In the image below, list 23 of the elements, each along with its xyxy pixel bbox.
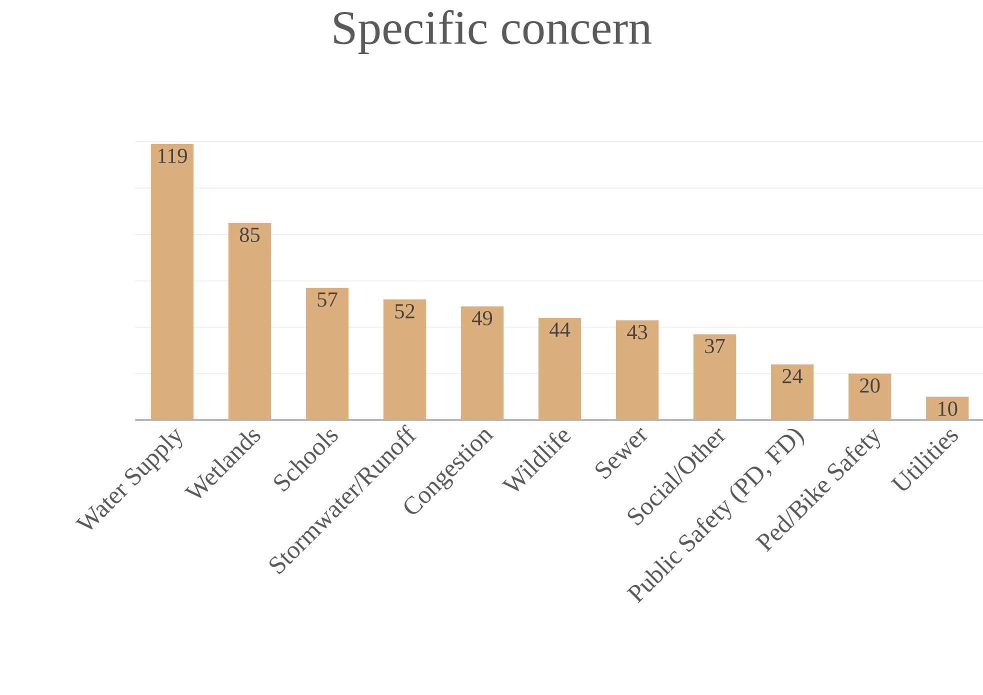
data-label: 57 [318, 292, 338, 307]
data-label: 44 [550, 322, 570, 337]
bar [460, 306, 504, 420]
data-label: 37 [705, 338, 725, 354]
data-label: 20 [860, 378, 880, 393]
data-label: 24 [782, 369, 803, 384]
data-label: 49 [472, 311, 492, 326]
bar [228, 222, 272, 420]
data-label: 85 [240, 228, 260, 242]
data-label: 43 [627, 325, 648, 340]
chart-title: Specific concern [334, 10, 652, 54]
data-label: 119 [158, 148, 187, 164]
bar [150, 144, 194, 420]
bar [926, 396, 969, 420]
data-label: 10 [938, 402, 958, 416]
bar [538, 318, 582, 420]
bar [770, 364, 814, 420]
bar [693, 334, 736, 420]
bar [616, 320, 659, 420]
bar [383, 299, 426, 420]
bar [306, 288, 349, 420]
data-label: 52 [395, 304, 414, 318]
bar [848, 374, 892, 420]
